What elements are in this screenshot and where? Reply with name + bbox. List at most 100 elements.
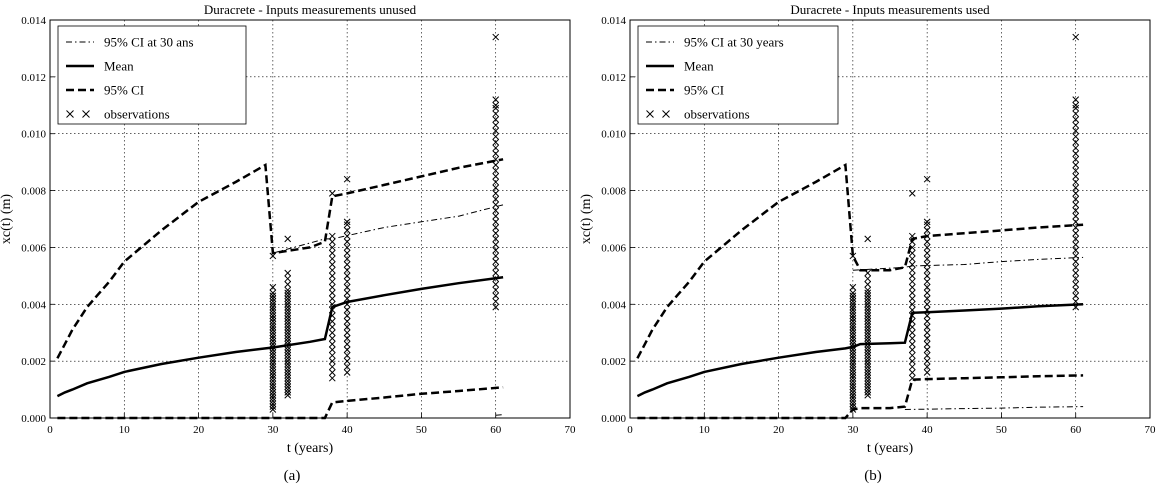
x-tick-label: 30 [267,424,279,436]
series-line [637,374,1084,420]
observation-marker [343,244,351,251]
observation-marker [864,312,872,320]
observation-marker [284,295,292,302]
observation-marker [269,372,277,379]
observation-marker [328,295,336,302]
observation-marker [328,357,336,365]
observation-marker [923,329,931,337]
observation-marker [492,201,500,209]
y-tick-label: 0.008 [21,186,46,198]
observation-marker [923,306,931,314]
x-tick-label: 30 [847,424,859,436]
observation-marker [1072,150,1080,157]
observation-marker [284,360,292,368]
observation-marker [908,244,916,251]
observation-marker [492,263,500,271]
observation-marker [328,289,336,297]
observation-marker [1072,218,1080,226]
x-tick-label: 40 [342,424,354,436]
observation-marker [908,357,916,365]
observation-marker [269,366,277,374]
observation-marker [343,232,351,240]
observation-marker [284,309,292,317]
observation-marker [923,357,931,365]
observation-marker [1072,195,1080,203]
legend-box [637,25,839,125]
y-tick-label: 0.008 [601,186,626,198]
observation-marker [1072,201,1080,209]
observation-marker [864,372,872,379]
observation-marker [849,340,857,348]
observation-marker [849,354,857,362]
observation-marker [343,266,351,274]
legend-marker [66,110,74,118]
observation-marker [849,337,857,345]
observation-marker [923,295,931,302]
y-tick-label: 0.010 [21,129,46,141]
observation-marker [269,323,277,331]
observation-marker [864,349,872,356]
observation-marker [908,363,916,371]
observation-marker [343,335,351,342]
observation-marker [849,383,857,391]
observation-marker [343,312,351,320]
observation-marker [849,320,857,328]
y-tick-label: 0.002 [601,356,626,368]
series-line [636,162,1084,359]
observation-marker [864,332,872,339]
observation-marker [923,312,931,320]
x-tick-label: 70 [565,424,577,436]
observation-marker [343,238,351,246]
observation-marker [284,289,292,297]
observation-marker [849,317,857,325]
plot-frame [629,19,1151,419]
x-tick-label: 50 [416,424,428,436]
observation-marker [923,352,931,359]
observation-marker [1072,269,1080,277]
series-line [56,276,504,398]
observation-marker [923,272,931,280]
observation-marker [864,298,872,305]
observation-marker [284,335,292,342]
observation-marker [908,266,916,274]
observation-marker [1072,110,1080,118]
observation-marker [284,380,292,388]
observation-marker [269,337,277,345]
observation-marker [269,389,277,396]
x-tick-label: 60 [490,424,502,436]
observation-marker [269,400,277,408]
observation-marker [328,323,336,331]
observation-marker [269,329,277,337]
observation-marker [269,292,277,300]
observation-marker [328,255,336,263]
observation-marker [908,238,916,246]
observation-marker [284,300,292,308]
observation-marker [1072,33,1080,41]
x-tick-label: 10 [119,424,131,436]
observation-marker [269,377,277,385]
observation-marker [864,326,872,334]
observation-marker [269,306,277,314]
observation-marker [908,190,916,197]
observation-marker [923,175,931,183]
x-tick-label: 60 [1070,424,1082,436]
observation-marker [492,246,500,254]
observation-marker [343,352,351,359]
observation-marker [864,389,872,396]
observation-marker [328,249,336,257]
series-line [57,386,504,420]
observation-marker [864,343,872,351]
observation-marker [864,377,872,385]
observation-marker [923,317,931,325]
observation-marker [343,300,351,308]
observation-marker [492,133,500,140]
chart-title: Duracrete - Inputs measurements used [790,2,990,17]
observation-marker [284,391,292,399]
observation-marker [492,138,500,146]
observation-marker [908,352,916,359]
observation-marker [343,306,351,314]
observation-marker [269,283,277,291]
observation-marker [492,167,500,175]
observation-marker [269,252,277,260]
observation-marker [492,281,500,288]
